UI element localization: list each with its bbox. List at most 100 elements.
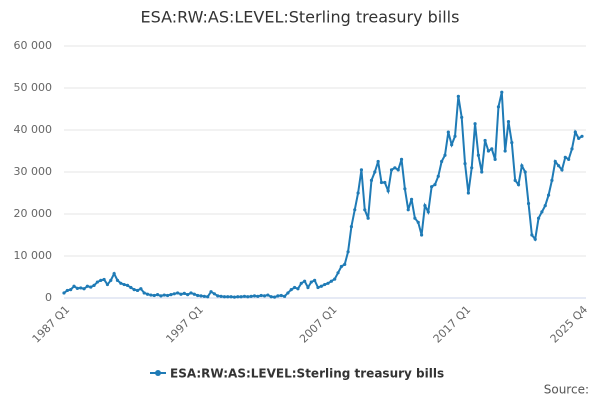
point [313,278,317,282]
point [333,277,337,281]
point [282,294,287,298]
point [256,294,260,298]
point [292,285,297,290]
point [567,157,571,161]
point [239,295,243,299]
point [279,293,283,298]
point [182,291,186,295]
point [419,233,424,237]
point [413,216,417,220]
point [89,285,93,289]
point [222,295,227,299]
point [540,210,544,214]
point [276,294,280,298]
point [309,280,313,284]
point [115,278,120,282]
point [406,208,410,212]
point [456,94,460,98]
point [523,170,527,174]
point [386,189,390,193]
point [246,295,250,299]
point [92,283,96,287]
point [62,291,66,295]
y-tick-label: 30 000 [14,165,53,178]
point [166,293,170,298]
point [122,282,126,287]
point [162,293,166,297]
point [503,149,507,153]
legend-marker [155,370,161,376]
x-tick-label: 2007 Q1 [297,303,340,346]
point [229,295,233,299]
point [580,134,584,138]
point [102,277,106,282]
point [426,210,430,214]
point [176,291,180,295]
point [326,281,330,285]
point [510,141,514,145]
x-tick-label: 1987 Q1 [30,303,73,346]
point [506,120,511,124]
point [236,295,240,299]
point [306,285,310,290]
point [316,285,320,290]
point [513,178,517,182]
point [466,191,470,195]
point [196,293,200,298]
point [212,292,216,296]
x-tick-label: 2017 Q1 [431,303,474,346]
point [453,134,457,138]
point [396,168,400,172]
point [557,164,561,168]
point [369,178,374,182]
point [379,180,384,185]
chart-title: ESA:RW:AS:LEVEL:Sterling treasury bills [141,8,460,27]
point [252,294,257,298]
legend-label: ESA:RW:AS:LEVEL:Sterling treasury bills [170,367,444,381]
point [269,295,273,299]
point [336,271,340,275]
point [440,159,444,164]
point [296,287,300,291]
point [202,294,206,298]
point [65,288,69,293]
point [99,278,103,282]
point [289,288,293,292]
line [63,91,583,299]
x-tick-label: 1997 Q1 [163,303,206,346]
point [343,262,347,266]
point [152,293,156,298]
point [526,201,531,206]
point [249,294,253,298]
point [563,155,567,159]
point [299,281,303,285]
point [409,197,414,201]
point [132,288,136,292]
point [366,216,370,220]
point [339,264,343,269]
point [95,280,100,284]
point [443,153,447,157]
point [470,166,474,170]
point [346,250,350,254]
point [149,293,153,297]
y-tick-label: 60 000 [14,39,53,52]
point [145,292,150,296]
point [179,292,183,296]
x-tick-label: 2025 Q4 [548,303,591,346]
point [129,285,133,290]
point [125,283,130,287]
point [446,130,450,134]
point [520,164,524,168]
point [436,174,440,178]
point [75,286,79,290]
point [577,136,581,140]
point [189,291,193,295]
point [553,159,557,164]
point [383,180,387,185]
point [226,295,230,299]
point [570,147,574,151]
point [216,294,220,298]
point [473,122,477,126]
point [323,282,327,287]
